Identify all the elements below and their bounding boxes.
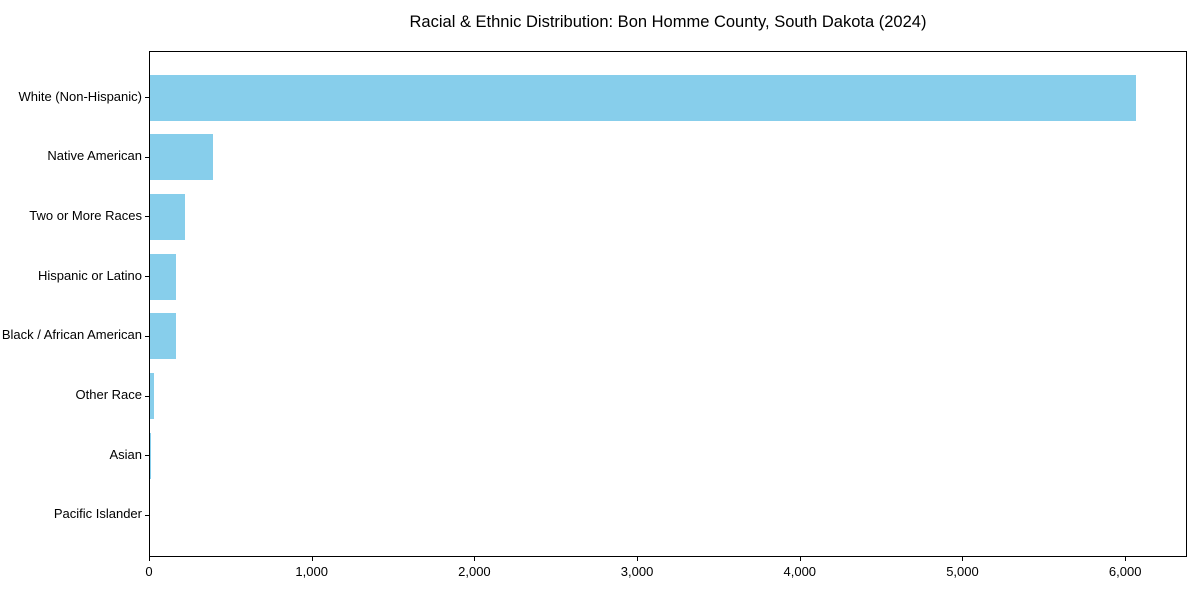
y-tick-label: Two or More Races bbox=[29, 207, 142, 223]
x-tick bbox=[311, 557, 313, 561]
bar bbox=[150, 253, 177, 300]
y-tick-label: Asian bbox=[109, 446, 142, 462]
bar bbox=[150, 432, 151, 479]
x-tick-label: 6,000 bbox=[1108, 564, 1142, 579]
y-tick bbox=[145, 156, 149, 158]
y-tick bbox=[145, 395, 149, 397]
y-tick bbox=[145, 276, 149, 278]
x-tick-label: 2,000 bbox=[458, 564, 491, 579]
y-axis: White (Non-Hispanic) Native American Two o… bbox=[0, 51, 142, 557]
bar bbox=[150, 193, 185, 240]
x-tick bbox=[799, 557, 801, 561]
y-tick bbox=[145, 97, 149, 98]
y-tick-label: Pacific Islander bbox=[53, 506, 142, 522]
y-tick-label: White (Non-Hispanic) bbox=[18, 88, 142, 104]
x-tick-label: 4,000 bbox=[783, 564, 817, 579]
x-tick bbox=[637, 557, 639, 561]
x-tick-label: 1,000 bbox=[295, 564, 328, 579]
x-tick bbox=[962, 557, 964, 561]
plot-area bbox=[145, 51, 1187, 557]
chart-title: Racial & Ethnic Distribution: Bon Homme … bbox=[409, 13, 927, 31]
x-axis: 0 1,000 2,000 3,000 4,000 5,000 6,000 bbox=[145, 556, 1187, 590]
y-tick bbox=[145, 514, 149, 516]
x-tick-label: 0 bbox=[145, 564, 153, 579]
bar bbox=[150, 74, 1136, 121]
y-tick bbox=[145, 455, 149, 457]
y-tick bbox=[145, 335, 149, 337]
x-tick bbox=[474, 557, 476, 561]
bar bbox=[150, 373, 155, 420]
x-tick-label: 5,000 bbox=[946, 564, 979, 579]
bar bbox=[150, 134, 213, 181]
y-tick-label: Native American bbox=[47, 148, 142, 164]
x-tick bbox=[1125, 557, 1127, 561]
y-tick-label: Black / African American bbox=[1, 327, 142, 343]
x-tick bbox=[149, 557, 150, 561]
bar bbox=[150, 313, 176, 360]
y-tick bbox=[145, 216, 149, 218]
y-tick-label: Hispanic or Latino bbox=[37, 267, 142, 283]
x-tick-label: 3,000 bbox=[620, 564, 654, 579]
y-tick-label: Other Race bbox=[75, 387, 142, 403]
